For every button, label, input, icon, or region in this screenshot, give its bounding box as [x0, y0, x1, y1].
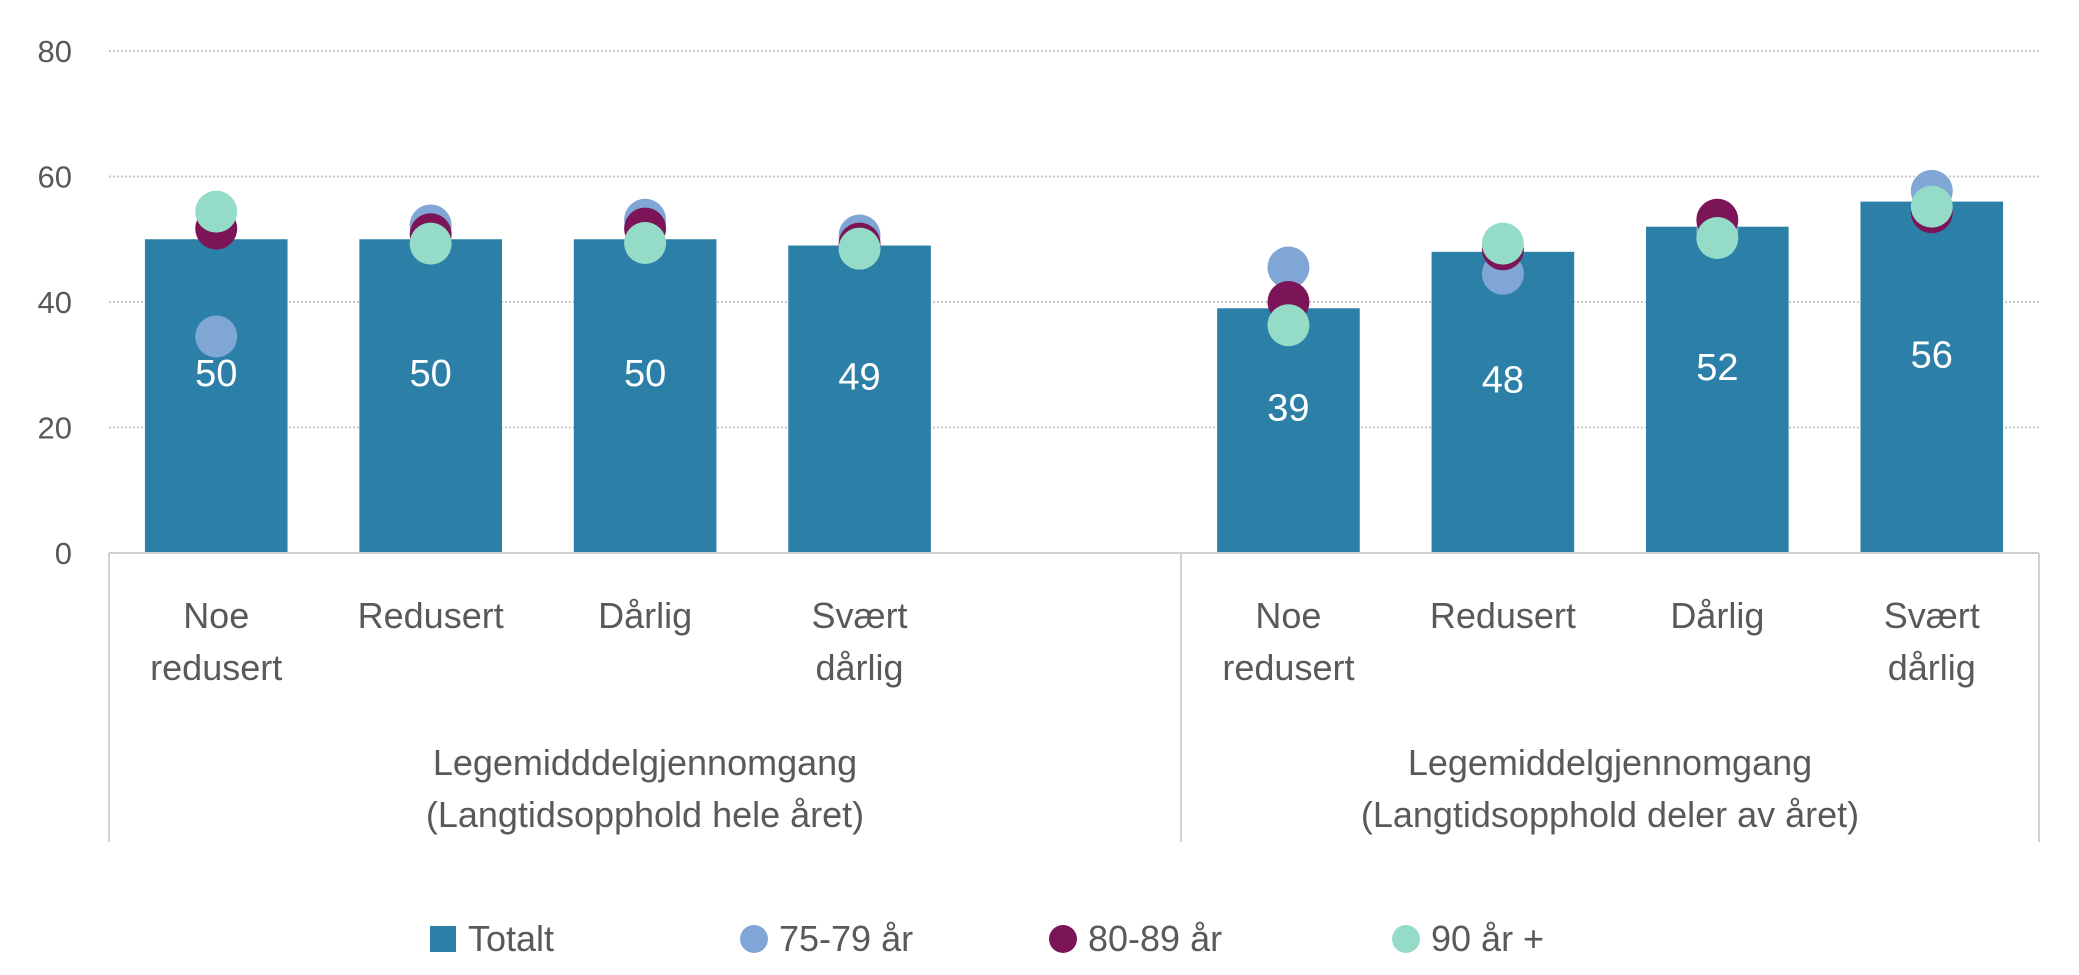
legend-swatch-dot [740, 925, 768, 953]
group-label: (Langtidsopphold hele året) [426, 794, 864, 835]
dot-90-r- [838, 227, 881, 270]
bar-value-label: 48 [1482, 359, 1524, 401]
dot-90-r- [1696, 216, 1739, 259]
bar-value-label: 50 [195, 353, 237, 395]
y-tick-label: 0 [55, 536, 72, 571]
legend-label: 90 år + [1431, 918, 1544, 959]
legend-swatch-dot [1392, 925, 1420, 953]
category-label: Noe [183, 595, 249, 636]
y-tick-label: 40 [38, 285, 72, 320]
legend-label: 80-89 år [1088, 918, 1222, 959]
category-label: Redusert [1430, 595, 1576, 636]
dot-90-r- [195, 190, 238, 233]
category-label: Dårlig [598, 595, 692, 636]
bar-value-label: 39 [1267, 388, 1309, 430]
x-axis: Noe redusert Redusert Dårlig Svært dårlig Lege… [108, 552, 2040, 842]
y-axis-ticks: 0 20 40 60 80 [38, 34, 72, 571]
legend-swatch-dot [1049, 925, 1077, 953]
category-label: Svært [1884, 595, 1980, 636]
bar-totalt [144, 239, 288, 553]
category-label: Svært [812, 595, 908, 636]
bar-totalt [1860, 201, 2004, 553]
bar-totalt [788, 245, 931, 553]
dots [195, 169, 1953, 358]
bar-totalt [1646, 226, 1789, 553]
bars [144, 201, 2004, 554]
dot-75-79-r [1267, 246, 1310, 289]
dot-90-r- [1910, 185, 1953, 228]
group-label: Legemiddelgjennomgang [1408, 742, 1812, 783]
bar-totalt [1431, 251, 1575, 554]
y-tick-label: 20 [38, 411, 72, 446]
bar-value-label: 50 [624, 353, 666, 395]
bar-totalt [1217, 308, 1360, 553]
dot-90-r- [1481, 222, 1524, 265]
group-label: (Langtidsopphold deler av året) [1361, 794, 1859, 835]
group-label: Legemidddelgjennomgang [433, 742, 857, 783]
legend-swatch-totalt [430, 926, 456, 952]
category-label: dårlig [1888, 647, 1976, 688]
category-label: Noe [1255, 595, 1321, 636]
legend: Totalt 75-79 år 80-89 år 90 år + [430, 918, 1544, 959]
dot-90-r- [1267, 304, 1310, 347]
bar-value-labels: 50 50 50 49 39 48 52 56 [195, 334, 1953, 429]
dot-75-79-r [195, 315, 238, 358]
bar-value-label: 50 [410, 353, 452, 395]
bar-totalt [359, 239, 502, 553]
category-label: redusert [1222, 647, 1354, 688]
legend-label: Totalt [468, 918, 554, 959]
bar-value-label: 49 [838, 356, 880, 398]
y-tick-label: 80 [38, 34, 72, 69]
bar-totalt [573, 239, 717, 553]
category-label: redusert [150, 647, 282, 688]
y-tick-label: 60 [38, 160, 72, 195]
dot-90-r- [409, 222, 452, 265]
category-label: Dårlig [1670, 595, 1764, 636]
category-label: Redusert [358, 595, 504, 636]
category-label: dårlig [816, 647, 904, 688]
dot-90-r- [624, 222, 667, 265]
legend-label: 75-79 år [779, 918, 913, 959]
bar-value-label: 56 [1911, 334, 1953, 376]
bar-value-label: 52 [1696, 347, 1738, 389]
